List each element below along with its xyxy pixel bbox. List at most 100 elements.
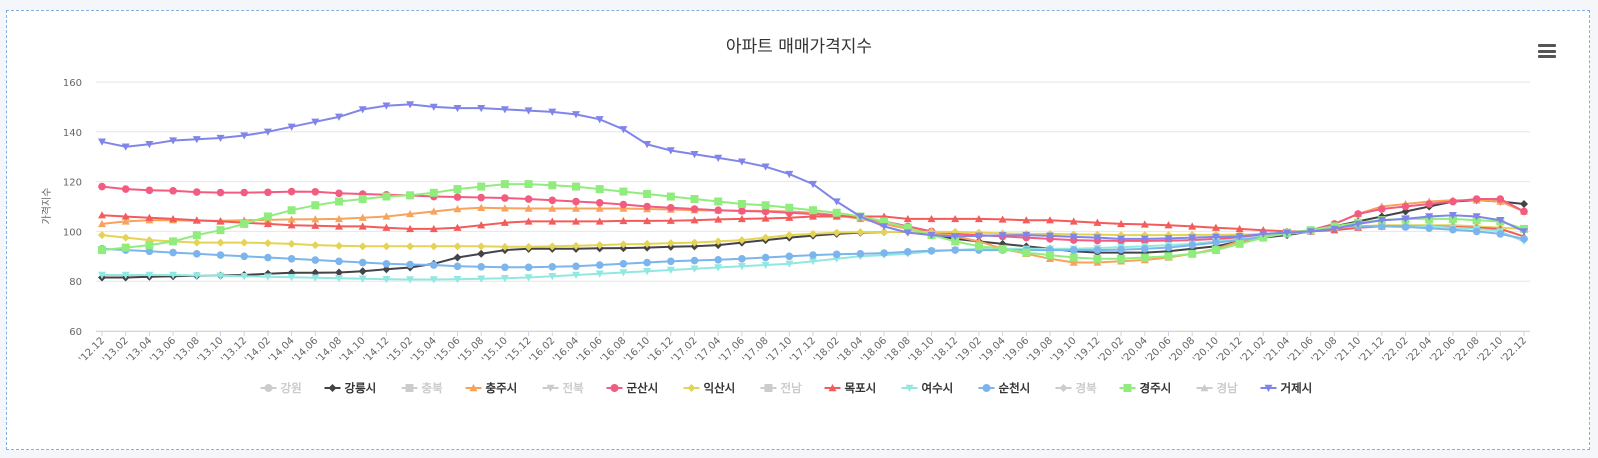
legend-item-군산시[interactable]: 군산시 [606,381,659,395]
data-point [832,250,841,259]
data-point [1140,253,1149,262]
data-point [216,238,225,247]
data-point [761,233,770,242]
data-point [974,242,983,251]
legend-item-순천시[interactable]: 순천시 [978,381,1031,395]
data-point [714,206,722,215]
x-tick-label: '18.08 [883,335,913,365]
x-tick-label: '17.06 [717,335,747,365]
data-point [1059,384,1068,392]
legend-item-여수시[interactable]: 여수시 [901,381,954,395]
data-point [429,207,438,215]
legend-item-경주시[interactable]: 경주시 [1119,381,1172,395]
x-tick-label: '18.04 [836,335,866,365]
data-point [169,187,177,195]
data-point [453,185,462,194]
data-point [311,118,320,126]
data-point [358,275,367,283]
data-point [1354,220,1363,228]
data-point [903,214,912,223]
data-point [1259,230,1268,238]
data-point [714,197,723,206]
data-point [1211,223,1220,231]
legend-item-경북[interactable]: 경북 [1055,381,1098,395]
data-point [216,188,225,197]
legend-label: 순천시 [999,381,1031,395]
data-point [1330,225,1339,233]
data-point [1117,245,1125,254]
x-tick-label: '21.08 [1310,335,1340,365]
data-point [1264,384,1273,392]
data-point [429,103,438,111]
y-tick-label: 100 [63,227,82,238]
y-tick-label: 120 [63,178,82,189]
data-point [98,211,106,219]
data-point [832,198,841,206]
data-point [761,214,770,222]
data-point [1448,212,1457,220]
x-tick-label: '15.12 [504,335,534,365]
x-tick-label: '15.08 [456,335,486,365]
x-tick-label: '20.10 [1191,335,1221,365]
data-point [785,252,794,261]
data-point [192,136,201,144]
x-tick-label: '22.06 [1428,335,1458,365]
legend-item-전남[interactable]: 전남 [760,381,803,395]
data-point [335,197,343,206]
data-point [358,195,367,204]
data-point [619,200,628,209]
legend-item-목포시[interactable]: 목포시 [824,381,877,395]
data-point [145,247,154,256]
x-tick-label: '14.06 [290,335,320,365]
data-point [809,258,817,266]
y-axis-label: 가격지수 [40,188,53,225]
data-point [1093,234,1102,242]
data-point [469,384,478,392]
legend-item-경남[interactable]: 경남 [1196,381,1239,395]
data-point [429,224,438,233]
legend-item-익산시[interactable]: 익산시 [683,381,736,395]
data-point [382,265,391,274]
data-point [548,242,557,251]
data-point [1117,254,1126,263]
data-point [240,188,248,197]
x-tick-label: '13.06 [148,335,178,365]
data-point [880,223,889,231]
data-point [264,384,273,392]
data-point [643,190,652,199]
data-point [1472,195,1481,203]
data-point [98,231,106,240]
data-point [572,197,580,206]
legend-item-전북[interactable]: 전북 [542,381,585,395]
data-point [193,250,201,258]
legend-label: 전남 [781,381,803,395]
data-point [169,137,178,145]
legend-item-강원[interactable]: 강원 [260,381,302,395]
x-tick-label: '13.04 [125,335,155,365]
data-point [406,209,415,218]
data-point [761,201,770,210]
data-point [287,123,296,131]
data-point [1069,217,1078,225]
data-point [524,180,533,189]
data-point [809,180,817,189]
data-point [1449,197,1457,206]
data-point [880,217,889,226]
data-point [145,141,154,149]
legend-item-거제시[interactable]: 거제시 [1260,381,1313,395]
legend-label: 충주시 [486,381,518,395]
data-point [311,201,320,210]
data-point [121,271,130,279]
data-point [287,239,296,248]
hamburger-menu-icon[interactable] [1538,44,1556,58]
data-point [216,272,225,280]
legend-item-충북[interactable]: 충북 [401,381,444,395]
data-point [1188,234,1197,242]
legend-item-강릉시[interactable]: 강릉시 [324,381,377,395]
data-point [714,237,723,246]
data-point [1022,248,1031,257]
x-tick-label: '15.10 [480,335,510,365]
data-point [880,249,888,257]
data-point [737,263,746,271]
legend-item-충주시[interactable]: 충주시 [465,381,518,395]
